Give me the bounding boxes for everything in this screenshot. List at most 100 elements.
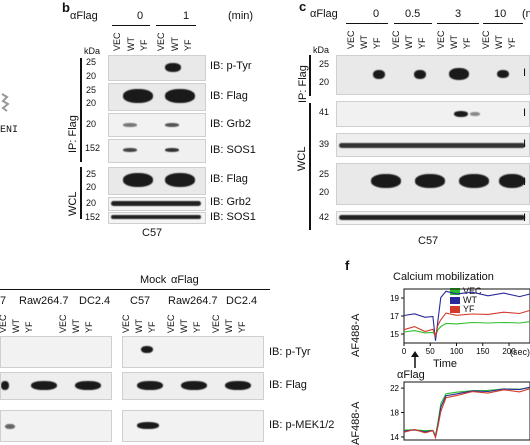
panel-e-ib-flag: IB: Flag	[269, 379, 307, 391]
ib-label: IB: SOS1	[210, 144, 256, 156]
x-tick-label: 100	[450, 347, 464, 356]
ib-label: I	[523, 67, 527, 79]
panel-c-blot-41	[336, 101, 530, 127]
panel-c-time-1: 0.5	[405, 8, 421, 20]
ib-label: IB: Grb2	[210, 118, 251, 130]
panel-e-blot-flag-aflag	[122, 372, 264, 400]
marker: 152	[85, 143, 101, 153]
panel-e-blot-pmek-aflag	[122, 410, 264, 442]
panel-b-time-1: 1	[183, 10, 190, 22]
panel-b-bracket-0	[112, 25, 150, 26]
panel-c-cell-line: C57	[418, 235, 439, 247]
panel-b-ip-bracket	[80, 58, 82, 162]
lane-label: VEC	[166, 314, 176, 333]
panel-c-kda: kDa	[313, 45, 330, 55]
marker: 25	[86, 57, 97, 67]
panel-b-letter: b	[62, 0, 70, 15]
marker: 25	[319, 59, 330, 69]
calcium-chart-bottom: 14 18 22	[390, 381, 530, 442]
panel-c-blot-42	[336, 211, 530, 225]
lane-label: WT	[126, 37, 136, 51]
panel-b-kda: kDa	[84, 46, 101, 56]
y-tick-label: 15	[390, 330, 399, 339]
panel-b-time-unit: (min)	[228, 10, 254, 22]
lane-label: VEC	[346, 30, 356, 49]
lane-label: WT	[71, 319, 81, 333]
lane-label: YF	[24, 321, 34, 333]
panel-b-blot-flag	[108, 83, 206, 111]
y-tick-label: 17	[390, 312, 399, 321]
panel-b-blot-sos1	[108, 139, 206, 163]
marker: 152	[85, 212, 101, 222]
lane-label: YF	[139, 39, 149, 51]
lane-label: VEC	[121, 314, 131, 333]
legend-label-wt: WT	[463, 295, 477, 305]
marker: 25	[86, 169, 97, 179]
panel-c-time-2: 3	[455, 8, 462, 20]
panel-e-ib-pmek: IB: p-MEK1/2	[269, 419, 335, 431]
panel-c-blot-39	[336, 133, 530, 157]
x-tick-label: 200	[502, 347, 516, 356]
ib-label: IB: SOS1	[210, 211, 256, 223]
panel-b-ip-label: IP: Flag	[67, 115, 79, 153]
panel-e-blot-flag-mock	[0, 372, 112, 400]
y-tick-label: 18	[390, 409, 399, 418]
lane-label: YF	[417, 37, 427, 49]
panel-f-stim-label: αFlag	[397, 369, 425, 381]
panel-c-wcl-bracket	[309, 103, 311, 230]
panel-c-wcl-label: WCL	[296, 146, 308, 171]
marker: 20	[319, 77, 330, 87]
panel-e-group-mock-0: 7	[0, 295, 7, 307]
lane-label: YF	[84, 321, 94, 333]
panel-b-stim-label: αFlag	[70, 10, 98, 22]
series-line-s2	[403, 388, 530, 440]
lane-label: WT	[449, 35, 459, 49]
panel-e-blot-pmek-mock	[0, 410, 112, 442]
panel-c-time-unit: (n	[522, 8, 530, 20]
legend-label-yf: YF	[463, 304, 475, 314]
lane-label: VEC	[112, 32, 122, 51]
panel-c-stim-label: αFlag	[310, 8, 338, 20]
panel-e-ib-ptyr: IB: p-Tyr	[269, 346, 311, 358]
marker: 39	[319, 139, 330, 149]
panel-f-ylabel-bottom: AF488-A	[350, 401, 362, 445]
lane-label: WT	[11, 319, 21, 333]
plot-frame	[403, 288, 530, 344]
ib-label: I	[523, 176, 527, 188]
ib-label: IB: Flag	[210, 90, 248, 102]
panel-e-group-aflag-2: DC2.4	[226, 295, 258, 307]
marker: 20	[86, 119, 97, 129]
panel-e-group-aflag-1: Raw264.7	[168, 295, 218, 307]
left-text-fragment: ENI	[0, 125, 19, 136]
panel-c-ip-bracket	[309, 55, 311, 96]
series-line-s1	[403, 386, 530, 439]
y-tick-label: 22	[390, 384, 399, 393]
marker: 20	[86, 71, 97, 81]
ib-label: I	[523, 212, 527, 224]
panel-f-ylabel-top: AF488-A	[350, 313, 362, 357]
lane-label: VEC	[156, 32, 166, 51]
panel-b-blot-wcl-sos1	[108, 212, 206, 224]
legend-swatch-vec	[450, 288, 460, 295]
panel-b-wcl-label: WCL	[67, 191, 79, 216]
panel-c-ip-label: IP: Flag	[297, 65, 309, 103]
lane-label: VEC	[436, 30, 446, 49]
panel-f-xlabel: Time	[433, 358, 458, 370]
ib-label: IB: p-Tyr	[210, 60, 252, 72]
ib-label: I	[523, 138, 527, 150]
panel-b-time-0: 0	[137, 10, 144, 22]
panel-c-bracket-2	[437, 23, 479, 24]
panel-b-bracket-1	[156, 25, 196, 26]
legend-swatch-yf	[450, 306, 460, 313]
marker: 20	[86, 182, 97, 192]
lane-label: YF	[507, 37, 517, 49]
lane-label: YF	[462, 37, 472, 49]
ib-label: IB: Grb2	[210, 196, 251, 208]
panel-c-time-0: 0	[373, 8, 380, 20]
lane-label: YF	[237, 321, 247, 333]
plot-frame	[403, 381, 530, 441]
lane-label: YF	[372, 37, 382, 49]
panel-f-title: Calcium mobilization	[393, 271, 494, 283]
panel-b-cell-line: C57	[142, 227, 163, 239]
lane-label: VEC	[211, 314, 221, 333]
